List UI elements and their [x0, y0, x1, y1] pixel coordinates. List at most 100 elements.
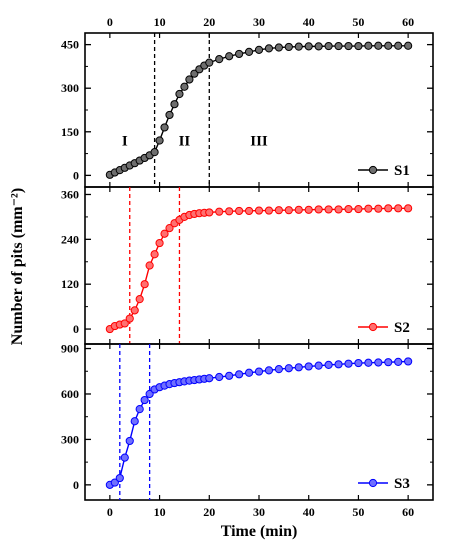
data-point — [254, 367, 264, 376]
data-point — [394, 357, 403, 366]
x-tick-label-bottom: 50 — [352, 505, 364, 519]
data-point — [175, 89, 184, 99]
data-point — [264, 366, 274, 375]
region-label: I — [122, 134, 128, 150]
series-line-s3 — [109, 360, 409, 486]
data-point — [205, 208, 214, 217]
region-label: II — [179, 134, 191, 150]
data-point — [284, 364, 293, 373]
panel-s2: 0 120 240 360 S2 — [61, 186, 434, 345]
x-tick-label-bottom: 10 — [154, 505, 166, 519]
data-point — [344, 359, 353, 368]
data-point — [185, 75, 194, 84]
panel-s3: 0 300 600 900 S3 — [61, 342, 434, 501]
data-point — [130, 306, 139, 315]
data-point — [354, 204, 363, 214]
x-tick-label-top: 0 — [107, 15, 113, 29]
legend-label: S1 — [394, 163, 410, 179]
data-point — [155, 136, 164, 145]
data-point — [364, 204, 373, 213]
data-point — [215, 207, 224, 216]
data-point — [110, 478, 119, 487]
x-tick-label-top: 20 — [203, 15, 215, 29]
data-point — [254, 206, 264, 215]
data-point — [344, 41, 353, 51]
x-tick-label-top: 60 — [402, 15, 414, 29]
data-point — [170, 100, 179, 109]
data-point — [324, 360, 333, 370]
data-point — [244, 368, 254, 377]
data-point — [225, 207, 234, 216]
data-point — [264, 206, 274, 215]
data-point — [354, 41, 363, 51]
data-point — [344, 204, 353, 214]
region-label: III — [250, 134, 268, 150]
legend-marker — [368, 478, 378, 488]
data-point — [130, 417, 139, 426]
data-point — [180, 82, 189, 91]
y-tick-label: 360 — [61, 187, 79, 201]
data-point — [324, 41, 333, 51]
legend-marker — [368, 165, 378, 175]
x-tick-label-top: 50 — [352, 15, 364, 29]
data-point — [324, 205, 333, 214]
data-point — [215, 55, 224, 64]
data-point — [354, 358, 363, 368]
x-tick-label-bottom: 0 — [107, 505, 113, 519]
data-point — [215, 372, 224, 382]
data-point — [235, 206, 244, 216]
data-point — [394, 204, 403, 213]
x-tick-label-bottom: 30 — [253, 505, 265, 519]
y-tick-label: 120 — [61, 277, 79, 291]
data-point — [225, 52, 234, 61]
data-point — [135, 295, 144, 304]
x-axis-title: Time (min) — [221, 523, 298, 540]
data-point — [160, 123, 169, 132]
data-point — [140, 280, 149, 289]
data-point — [294, 205, 303, 214]
data-point — [374, 41, 383, 50]
data-point — [394, 41, 403, 50]
data-point — [314, 42, 323, 51]
data-point — [304, 362, 313, 371]
data-point — [135, 405, 144, 414]
data-point — [284, 42, 293, 52]
data-point — [304, 42, 313, 51]
data-point — [115, 473, 124, 483]
data-point — [150, 250, 159, 259]
data-point — [404, 204, 413, 213]
data-point — [145, 389, 154, 399]
x-tick-label-top: 40 — [303, 15, 315, 29]
data-point — [264, 44, 274, 53]
data-point — [314, 361, 323, 370]
legend-label: S2 — [394, 320, 410, 336]
y-tick-label: 0 — [73, 168, 79, 182]
y-tick-label: 240 — [61, 232, 79, 246]
x-tick-label-bottom: 60 — [402, 505, 414, 519]
data-point — [120, 319, 129, 328]
data-point — [384, 41, 393, 50]
y-tick-label: 450 — [61, 38, 79, 52]
data-point — [160, 229, 169, 238]
x-axis-top-ticks: 0 10 20 30 40 50 60 — [107, 15, 414, 29]
data-point — [334, 41, 343, 51]
data-point — [334, 205, 343, 214]
data-point — [244, 206, 254, 216]
data-point — [254, 45, 264, 54]
data-point — [165, 110, 174, 120]
data-point — [155, 238, 164, 248]
data-point — [150, 148, 159, 157]
data-point — [244, 47, 254, 56]
data-point — [374, 204, 383, 213]
x-axis-bottom-ticks: 0 10 20 30 40 50 60 — [107, 505, 414, 519]
data-point — [384, 204, 393, 213]
data-point — [314, 205, 323, 214]
data-point — [125, 314, 134, 323]
data-point — [334, 360, 343, 369]
y-tick-label: 300 — [61, 81, 79, 95]
data-point — [120, 453, 129, 462]
legend-marker — [368, 322, 378, 332]
data-point — [205, 374, 214, 383]
